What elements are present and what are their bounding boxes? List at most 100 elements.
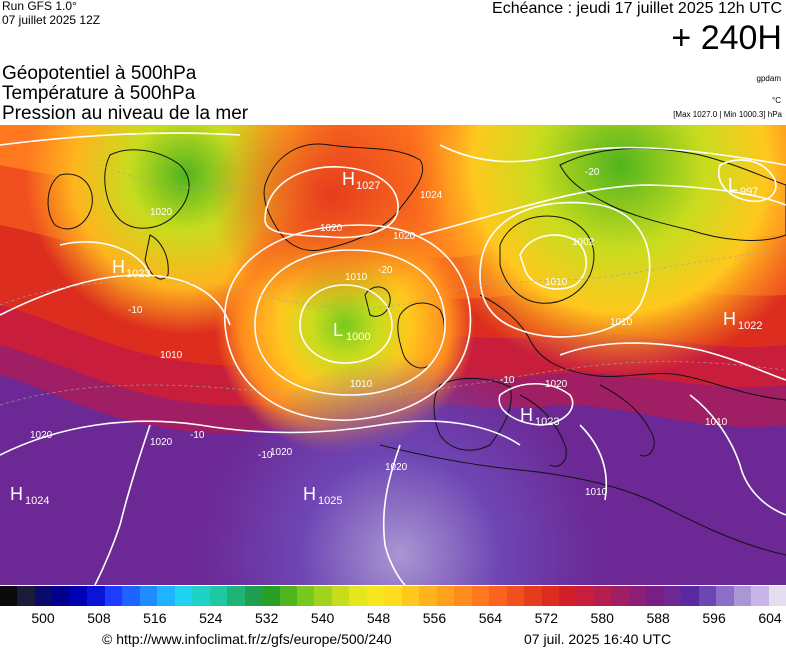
color-scale-swatch (104, 586, 123, 606)
isobar-label: 1010 (610, 317, 633, 328)
color-scale-swatch (157, 586, 175, 606)
color-scale-swatch (244, 586, 263, 606)
svg-text:1025: 1025 (318, 495, 342, 507)
isobar-label: 1010 (350, 379, 373, 390)
color-scale-swatch (349, 586, 367, 606)
svg-text:L: L (333, 320, 343, 340)
isobar-label: 1020 (545, 379, 568, 390)
color-scale-swatch (331, 586, 350, 606)
color-scale-tick: 508 (87, 610, 111, 626)
color-scale-tick: 524 (199, 610, 223, 626)
color-scale-swatch (733, 586, 752, 606)
color-scale-swatch (401, 586, 420, 606)
isobar-label: 1010 (705, 417, 728, 428)
color-scale-swatch (52, 586, 70, 606)
svg-text:1022: 1022 (738, 320, 762, 332)
color-scale-swatch (489, 586, 507, 606)
isobar-label: 1020 (320, 223, 343, 234)
color-scale-tick: 596 (702, 610, 726, 626)
svg-text:997: 997 (740, 186, 758, 198)
temperature-label: -10 (128, 305, 143, 316)
isobar-label: 1010 (545, 277, 568, 288)
color-scale-swatch (174, 586, 193, 606)
color-scale-tick: 564 (478, 610, 503, 626)
color-scale-swatch (192, 586, 210, 606)
forecast-valid-time: Echéance : jeudi 17 juillet 2025 12h UTC (492, 0, 782, 17)
svg-text:1027: 1027 (356, 180, 380, 192)
svg-text:1024: 1024 (25, 495, 49, 507)
color-scale (0, 586, 786, 606)
color-scale-swatch (314, 586, 332, 606)
color-scale-swatch (751, 586, 769, 606)
color-scale-swatch (209, 586, 228, 606)
title-pressure: Pression au niveau de la mer (2, 103, 249, 124)
color-scale-swatch (698, 586, 717, 606)
temperature-label: -20 (585, 167, 600, 178)
temperature-label: -20 (378, 265, 393, 276)
color-scale-tick: 516 (143, 610, 167, 626)
svg-text:1023: 1023 (535, 416, 559, 428)
svg-text:1023: 1023 (126, 268, 150, 280)
svg-text:1000: 1000 (346, 331, 370, 343)
color-scale-swatch (628, 586, 647, 606)
color-scale-swatch (471, 586, 490, 606)
svg-text:1002: 1002 (572, 237, 595, 248)
title-geopotential: Géopotentiel à 500hPa (2, 63, 197, 84)
color-scale-swatch (454, 586, 472, 606)
svg-text:H: H (10, 484, 23, 504)
title-temperature: Température à 500hPa (2, 83, 196, 104)
svg-text:H: H (342, 169, 355, 189)
color-scale-swatch (0, 586, 18, 606)
isobar-label: 1020 (270, 447, 293, 458)
temperature-label: -10 (500, 375, 515, 386)
color-scale-swatch (524, 586, 542, 606)
run-date: 07 juillet 2025 12Z (2, 13, 101, 27)
low-center: L 1000 (333, 320, 370, 343)
color-scale-tick: 548 (366, 610, 391, 626)
forecast-lead-time: + 240H (671, 19, 782, 57)
color-scale-swatch (663, 586, 682, 606)
run-label: Run GFS 1.0° (2, 0, 77, 13)
color-scale-swatch (419, 586, 437, 606)
copyright-link[interactable]: © http://www.infoclimat.fr/z/gfs/europe/… (102, 631, 392, 647)
color-scale-swatch (576, 586, 594, 606)
isobar-label: 1020 (30, 430, 53, 441)
color-scale-tick: 532 (255, 610, 279, 626)
svg-text:H: H (112, 257, 125, 277)
generation-date: 07 juil. 2025 16:40 UTC (524, 631, 672, 647)
color-scale-swatch (17, 586, 35, 606)
color-scale-swatch (559, 586, 577, 606)
high-center: H 1022 (723, 309, 762, 332)
high-center: H 1024 (10, 484, 49, 507)
weather-map[interactable]: 1020 1024 1010 1010 1020 1020 1010 1020 … (0, 125, 786, 586)
color-scale-swatch (227, 586, 245, 606)
svg-text:H: H (520, 405, 533, 425)
color-scale-tick: 580 (590, 610, 614, 626)
isobar-label: 1020 (150, 437, 173, 448)
high-center: H 1023 (112, 257, 150, 280)
unit-celsius: °C (772, 96, 781, 105)
isobar-label: 1024 (420, 190, 443, 201)
high-center: H 1023 (520, 405, 559, 428)
temperature-label: -10 (258, 450, 273, 461)
high-center: H 1027 (342, 169, 380, 192)
color-scale-swatch (541, 586, 559, 606)
isobar-label: 1010 (160, 350, 183, 361)
map-svg: 1020 1024 1010 1010 1020 1020 1010 1020 … (0, 125, 786, 586)
color-scale-swatch (296, 586, 315, 606)
color-scale-swatch (436, 586, 455, 606)
isobar-label: 1010 (585, 487, 608, 498)
high-center: H 1025 (303, 484, 342, 507)
color-scale-tick: 588 (646, 610, 670, 626)
color-scale-swatch (768, 586, 786, 606)
color-scale-tick: 572 (534, 610, 558, 626)
color-scale-swatch (262, 586, 280, 606)
color-scale-ticks: 500 508 516 524 532 540 548 556 564 572 580 588 596 6… (0, 610, 786, 626)
color-scale-swatch (122, 586, 140, 606)
temperature-label: -10 (190, 430, 205, 441)
color-scale-swatch (34, 586, 53, 606)
svg-text:L: L (728, 175, 738, 195)
color-scale-swatch (593, 586, 612, 606)
color-scale-swatch (139, 586, 158, 606)
isobar-label: 1020 (150, 207, 173, 218)
